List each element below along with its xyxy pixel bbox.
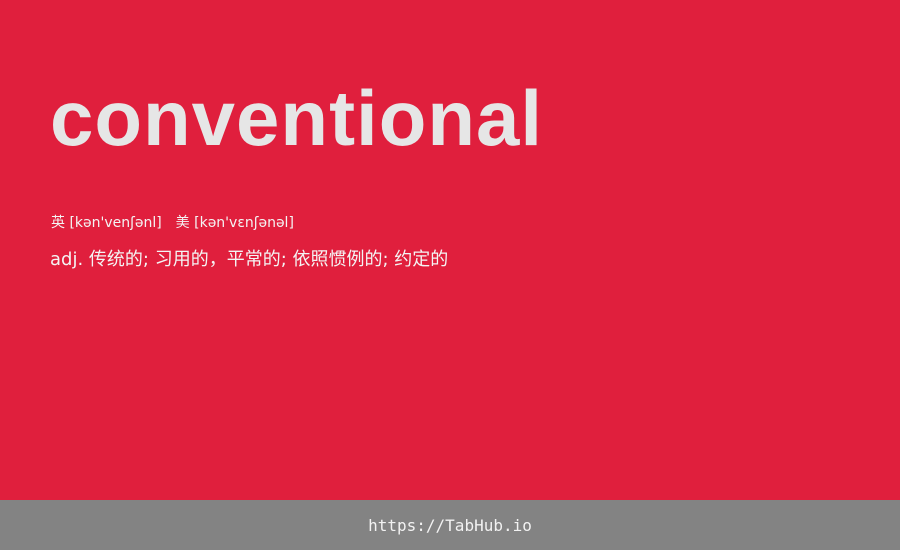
part-of-speech: adj. bbox=[50, 249, 84, 270]
uk-pronunciation: [kən'venʃənl] bbox=[69, 215, 162, 231]
headword: conventional bbox=[50, 74, 544, 162]
phonetics-line: 英 [kən'venʃənl] 美 [kən'vɛnʃənəl] bbox=[51, 213, 294, 233]
uk-label: 英 bbox=[51, 215, 65, 231]
tabhub-link[interactable]: https://TabHub.io bbox=[368, 515, 532, 535]
definition-line: adj. 传统的; 习用的，平常的; 依照惯例的; 约定的 bbox=[50, 247, 448, 273]
definition-text: 传统的; 习用的，平常的; 依照惯例的; 约定的 bbox=[88, 249, 449, 270]
us-label: 美 bbox=[175, 215, 190, 231]
word-card: conventional 英 [kən'venʃənl] 美 [kən'vɛnʃə… bbox=[50, 74, 544, 273]
us-pronunciation: [kən'vɛnʃənəl] bbox=[194, 215, 294, 231]
footer-bar: https://TabHub.io bbox=[0, 500, 900, 550]
